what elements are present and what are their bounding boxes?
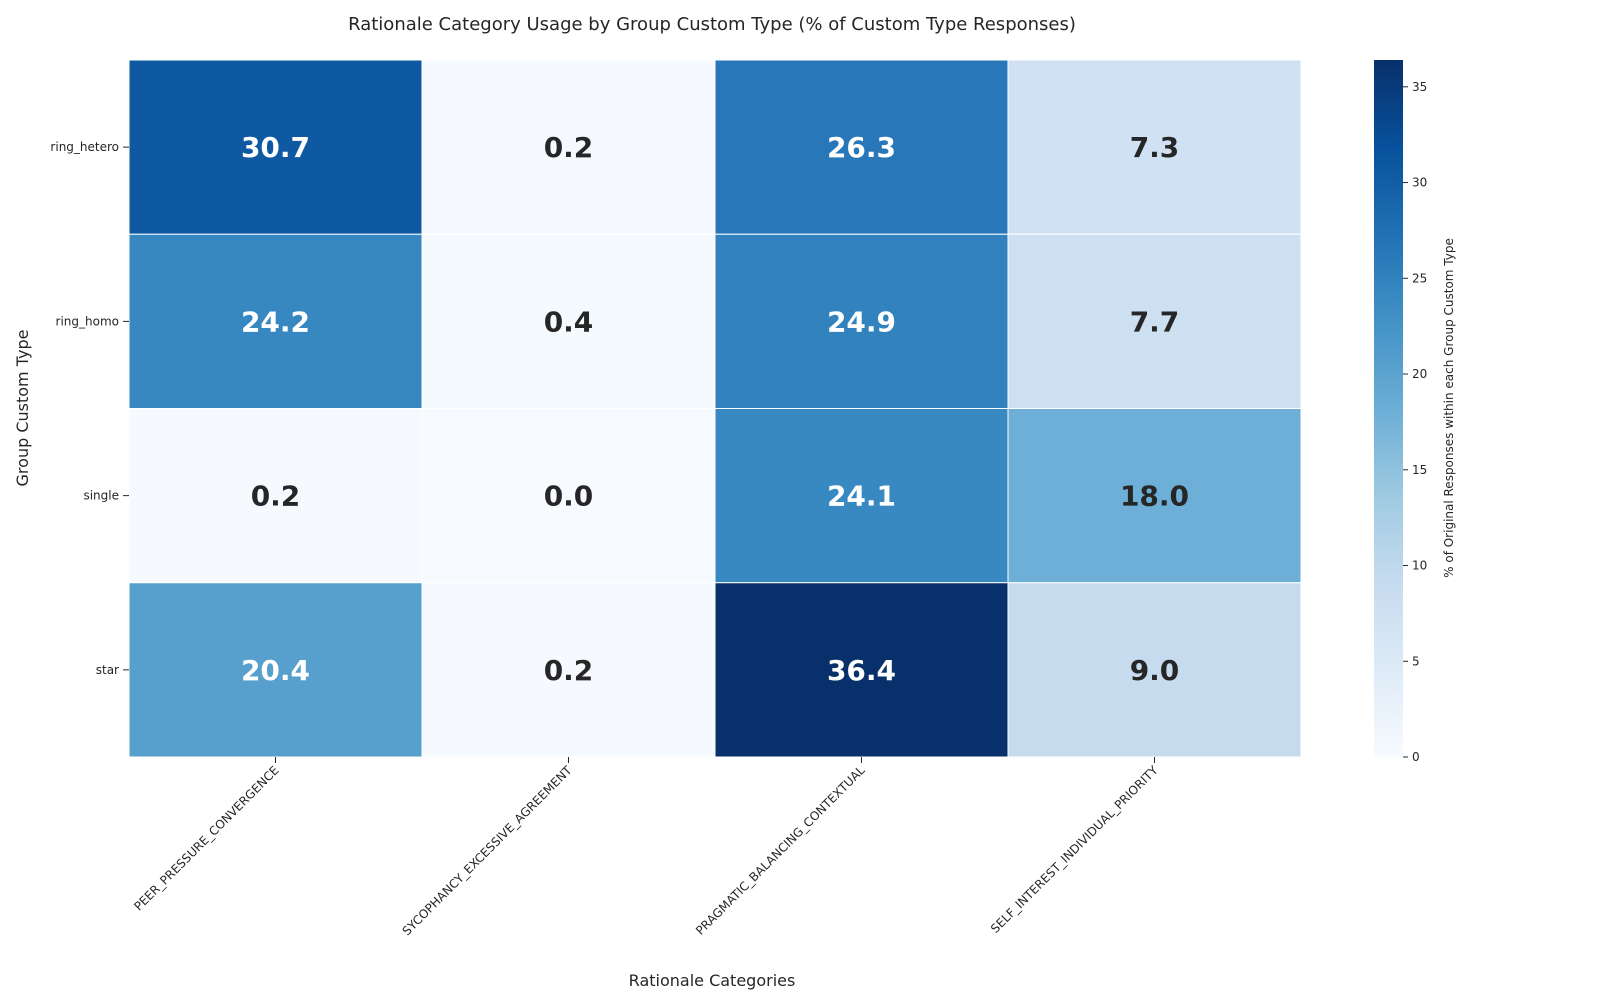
- cell-value-label: 30.7: [241, 131, 310, 164]
- cell-value-label: 18.0: [1120, 480, 1189, 513]
- heatmap-cell-ring_homo-pragmatic_balancing_contextual: [714, 233, 1009, 409]
- heatmap-cell-single-self_interest_individual_priority: [1007, 408, 1302, 584]
- colorbar-tick-label: 35: [1412, 80, 1427, 94]
- y-tick-label: star: [96, 663, 119, 677]
- cell-value-label: 36.4: [827, 654, 896, 687]
- colorbar-ticks: 0 5 10 15 20 25 30 35: [1403, 80, 1427, 764]
- colorbar-label: % of Original Responses within each Grou…: [1442, 238, 1456, 578]
- heatmap-cell-single-sycophancy_excessive_agreement: [421, 408, 716, 584]
- heatmap-cell-ring_homo-peer_pressure_convergence: [128, 233, 423, 409]
- cell-value-label: 26.3: [827, 131, 896, 164]
- y-tick-label: single: [83, 489, 119, 503]
- x-tick-label: PRAGMATIC_BALANCING_CONTEXTUAL: [693, 763, 868, 938]
- cell-value-label: 20.4: [241, 654, 310, 687]
- colorbar: [1374, 60, 1403, 757]
- x-tick-label: SYCOPHANCY_EXCESSIVE_AGREEMENT: [400, 763, 576, 939]
- heatmap-cells: 30.7 0.2 26.3 7.3 24.2 0.4 24.9 7.7 0.2 0.0 24.1 18…: [128, 59, 1302, 758]
- x-tick-label: SELF_INTEREST_INDIVIDUAL_PRIORITY: [988, 763, 1161, 936]
- heatmap-cell-ring_hetero-peer_pressure_convergence: [128, 59, 423, 235]
- heatmap-cell-star-pragmatic_balancing_contextual: [714, 582, 1009, 758]
- cell-value-label: 7.7: [1130, 305, 1180, 338]
- cell-value-label: 7.3: [1130, 131, 1180, 164]
- heatmap-cell-star-sycophancy_excessive_agreement: [421, 582, 716, 758]
- colorbar-tick-label: 15: [1412, 463, 1427, 477]
- cell-value-label: 0.2: [544, 131, 594, 164]
- cell-value-label: 24.2: [241, 305, 310, 338]
- y-tick-label: ring_hetero: [50, 140, 119, 154]
- cell-value-label: 0.2: [544, 654, 594, 687]
- y-axis-label: Group Custom Type: [13, 330, 32, 487]
- x-tick-label: PEER_PRESSURE_CONVERGENCE: [131, 763, 281, 913]
- heatmap-cell-star-self_interest_individual_priority: [1007, 582, 1302, 758]
- chart-title: Rationale Category Usage by Group Custom…: [348, 14, 1076, 35]
- heatmap-cell-ring_hetero-self_interest_individual_priority: [1007, 59, 1302, 235]
- heatmap-cell-ring_hetero-pragmatic_balancing_contextual: [714, 59, 1009, 235]
- heatmap-cell-ring_hetero-sycophancy_excessive_agreement: [421, 59, 716, 235]
- heatmap-cell-ring_homo-sycophancy_excessive_agreement: [421, 233, 716, 409]
- y-tick-label: ring_homo: [56, 314, 119, 328]
- cell-value-label: 0.0: [544, 480, 594, 513]
- x-axis-ticks: PEER_PRESSURE_CONVERGENCE SYCOPHANCY_EXCE…: [131, 757, 1161, 938]
- cell-value-label: 0.4: [544, 305, 594, 338]
- cell-value-label: 24.1: [827, 480, 896, 513]
- colorbar-tick-label: 0: [1412, 750, 1420, 764]
- heatmap-cell-ring_homo-self_interest_individual_priority: [1007, 233, 1302, 409]
- colorbar-tick-label: 20: [1412, 367, 1427, 381]
- colorbar-tick-label: 30: [1412, 176, 1427, 190]
- cell-value-label: 0.2: [251, 480, 301, 513]
- cell-value-label: 24.9: [827, 305, 896, 338]
- cell-value-label: 9.0: [1130, 654, 1180, 687]
- colorbar-tick-label: 10: [1412, 559, 1427, 573]
- x-axis-label: Rationale Categories: [629, 971, 796, 990]
- colorbar-tick-label: 5: [1412, 654, 1420, 668]
- heatmap-cell-star-peer_pressure_convergence: [128, 582, 423, 758]
- colorbar-tick-label: 25: [1412, 271, 1427, 285]
